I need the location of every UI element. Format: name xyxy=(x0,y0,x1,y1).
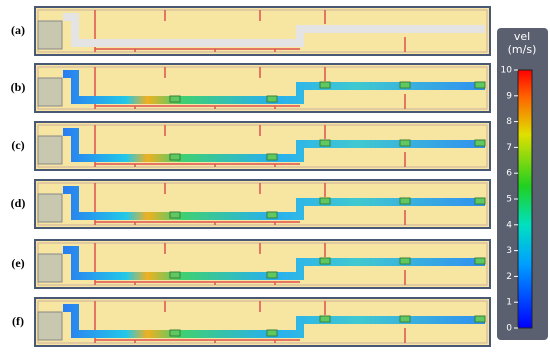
colorbar-tick-label: 10 xyxy=(501,66,513,76)
vent xyxy=(474,257,486,265)
vent xyxy=(169,153,181,161)
panel xyxy=(34,63,491,113)
vent xyxy=(319,81,331,89)
vent xyxy=(399,139,411,147)
colorbar-tick-label: 3 xyxy=(506,246,512,256)
vent xyxy=(169,271,181,279)
panels xyxy=(34,6,491,347)
colorbar xyxy=(517,69,533,329)
colorbar-tick-label: 8 xyxy=(506,117,512,127)
vent xyxy=(319,315,331,323)
colorbar-tick-label: 7 xyxy=(506,143,512,153)
colorbar-tick-label: 9 xyxy=(506,91,512,101)
vent xyxy=(169,329,181,337)
vent xyxy=(399,315,411,323)
colorbar-tick-label: 6 xyxy=(506,169,512,179)
vent xyxy=(319,197,331,205)
panel xyxy=(34,6,491,56)
vent xyxy=(266,211,278,219)
panel xyxy=(34,179,491,229)
panel xyxy=(34,239,491,289)
panel-label: (e) xyxy=(11,256,24,270)
colorbar-tick-label: 4 xyxy=(506,220,512,230)
panel-label: (a) xyxy=(11,23,25,37)
colorbar-tick-label: 1 xyxy=(506,298,512,308)
colorbar-tick-label: 5 xyxy=(506,195,512,205)
vent xyxy=(399,257,411,265)
colorbar-ticks: 0 1 2 3 4 5 6 7 8 9 10 xyxy=(501,66,518,334)
panel-label: (b) xyxy=(11,80,26,94)
colorbar-tick-label: 2 xyxy=(506,272,512,282)
vent xyxy=(474,197,486,205)
vent xyxy=(474,139,486,147)
vent xyxy=(474,315,486,323)
vent xyxy=(399,81,411,89)
vent xyxy=(266,271,278,279)
panel-label: (d) xyxy=(11,196,26,210)
vent xyxy=(399,197,411,205)
vent xyxy=(319,139,331,147)
vent xyxy=(319,257,331,265)
vent xyxy=(169,95,181,103)
colorbar-title: vel xyxy=(514,30,530,43)
panel-label: (c) xyxy=(11,138,24,152)
vent xyxy=(169,211,181,219)
vent xyxy=(266,153,278,161)
colorbar-tick-label: 0 xyxy=(506,324,512,334)
vent xyxy=(266,329,278,337)
vent xyxy=(266,95,278,103)
colorbar-unit: (m/s) xyxy=(508,43,537,56)
vent xyxy=(474,81,486,89)
panel xyxy=(34,297,491,347)
panel xyxy=(34,121,491,171)
panel-label: (f) xyxy=(12,314,24,328)
